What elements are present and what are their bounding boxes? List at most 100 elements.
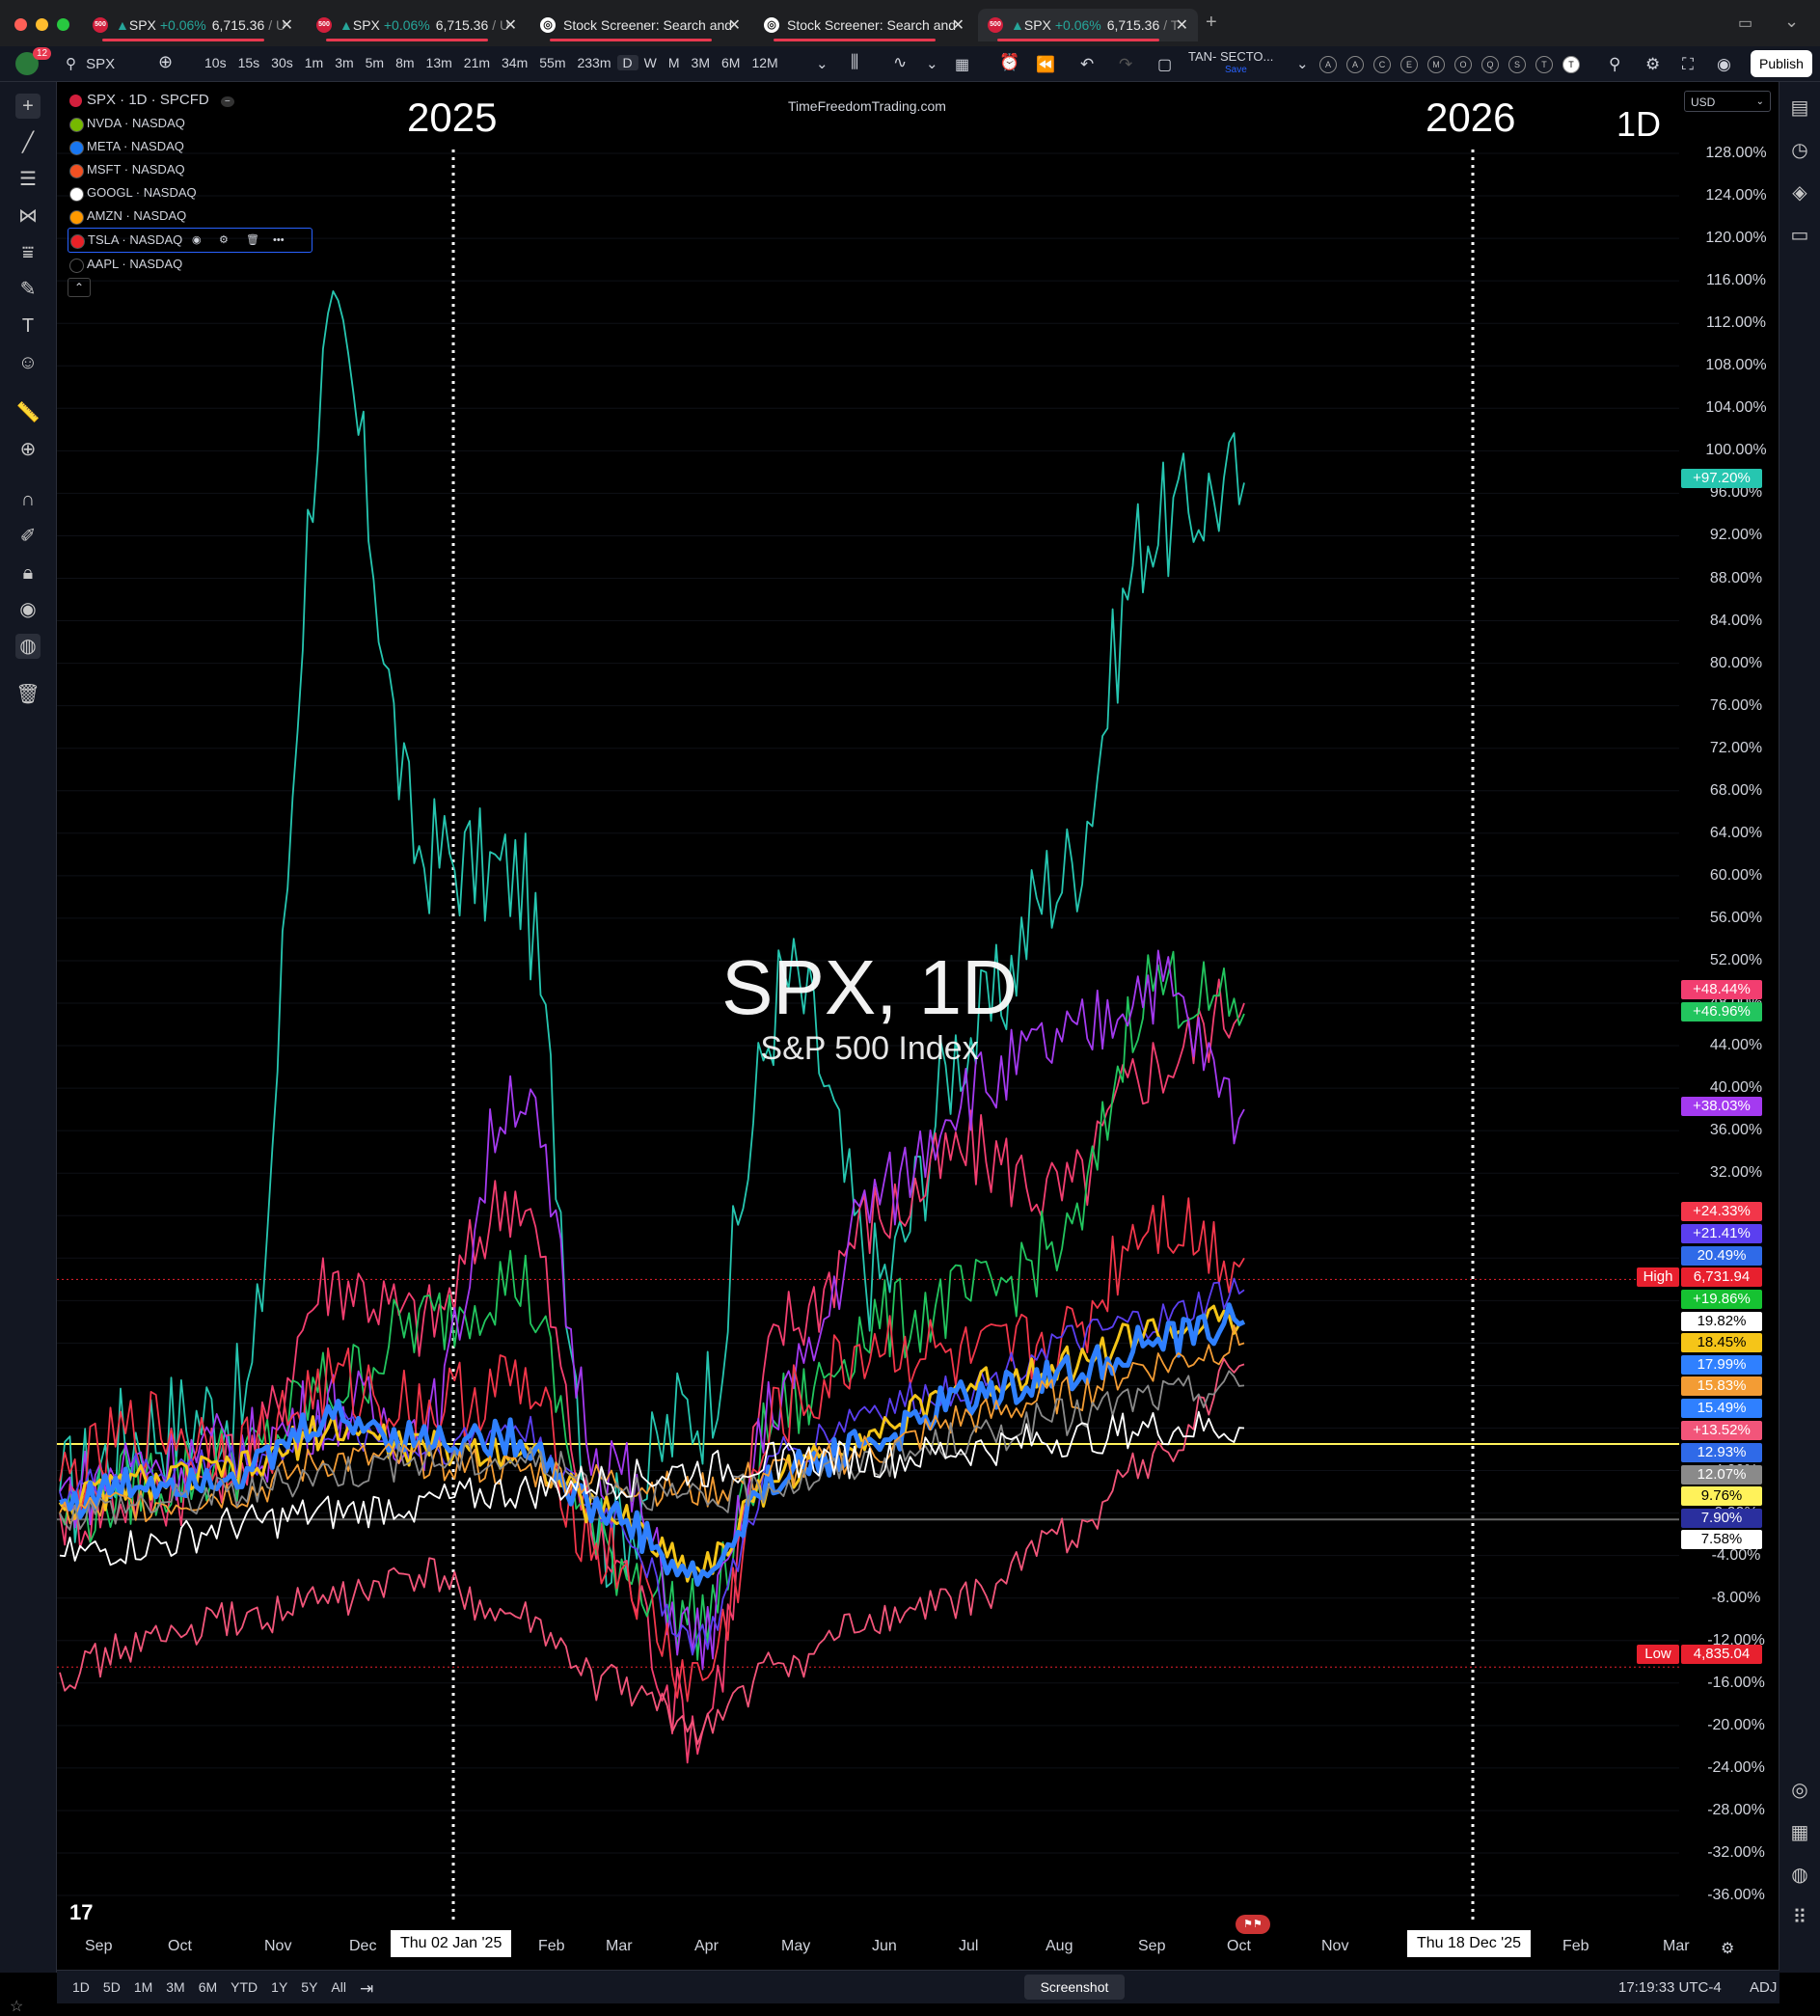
interval-233m[interactable]: 233m [577, 55, 611, 70]
zoom-in-icon[interactable]: ⊕ [19, 439, 37, 460]
calendar-icon[interactable]: ▦ [1790, 1822, 1809, 1843]
publish-button[interactable]: Publish [1751, 50, 1812, 77]
globe-icon[interactable]: ◍ [15, 634, 41, 659]
minimize-window-button[interactable] [36, 18, 48, 31]
adj-toggle[interactable]: ADJ [1750, 1979, 1778, 1996]
watch-symbol-circle[interactable]: E [1400, 56, 1418, 73]
interval-30s[interactable]: 30s [271, 55, 293, 70]
interval-6m[interactable]: 6M [720, 55, 741, 70]
quick-search-icon[interactable]: ⚲ [1609, 55, 1621, 73]
time-scale-settings-icon[interactable]: ⚙ [1721, 1941, 1735, 1957]
interval-d[interactable]: D [616, 55, 638, 70]
legend-item[interactable]: AAPL · NASDAQ [68, 253, 312, 276]
range-ytd[interactable]: YTD [231, 1979, 258, 1995]
tab-overview-icon[interactable]: ⌄ [1784, 12, 1800, 31]
more-icon[interactable]: ••• [273, 234, 285, 246]
replay-icon[interactable]: ⏪ [1036, 57, 1055, 73]
range-6m[interactable]: 6M [198, 1979, 218, 1995]
close-tab-icon[interactable]: ✕ [1175, 17, 1188, 34]
watch-symbol-circle[interactable]: A [1319, 56, 1337, 73]
interval-21m[interactable]: 21m [463, 55, 491, 70]
watch-symbol-circle[interactable]: A [1346, 56, 1364, 73]
symbol-search[interactable]: ⚲ SPX [66, 55, 115, 72]
browser-tab[interactable]: ◎ Stock Screener: Search and ✕ [754, 9, 974, 41]
chart-canvas[interactable] [57, 82, 1778, 1953]
interval-dropdown-chevron-icon[interactable]: ⌄ [816, 56, 829, 72]
fullscreen-icon[interactable]: ⛶ [1682, 55, 1694, 73]
legend-item[interactable]: MSFT · NASDAQ [68, 158, 312, 181]
range-5d[interactable]: 5D [102, 1979, 121, 1995]
lock-drawing-icon[interactable]: ✐ [19, 526, 37, 547]
range-1m[interactable]: 1M [133, 1979, 153, 1995]
interval-3m[interactable]: 3m [335, 55, 354, 70]
apps-grid-icon[interactable]: ⠿ [1792, 1907, 1807, 1928]
layout-name[interactable]: TAN- SECTO... Save [1188, 50, 1273, 77]
layers-icon[interactable]: ◈ [1792, 182, 1807, 204]
close-tab-icon[interactable]: ✕ [280, 17, 293, 34]
interval-15s[interactable]: 15s [237, 55, 260, 70]
alert-icon[interactable]: ⏰ [999, 53, 1020, 71]
trash-icon[interactable]: 🗑︎ [15, 684, 41, 705]
layout-chevron-icon[interactable]: ⌄ [1296, 56, 1309, 72]
forecast-icon[interactable]: ⩸ [21, 242, 35, 263]
watchlist-icon[interactable]: ▤ [1790, 97, 1809, 119]
legend-item[interactable]: AMZN · NASDAQ [68, 204, 312, 228]
range-all[interactable]: All [331, 1979, 346, 1995]
alerts-clock-icon[interactable]: ◷ [1791, 140, 1808, 161]
pattern-icon[interactable]: ⋈ [18, 205, 38, 227]
browser-tab[interactable]: ◎ Stock Screener: Search and ✕ [530, 9, 750, 41]
currency-select[interactable]: USD ⌄ [1684, 91, 1771, 112]
watch-symbol-circle[interactable]: Q [1481, 56, 1499, 73]
zoom-window-button[interactable] [57, 18, 69, 31]
hotlist-icon[interactable]: ◍ [1791, 1865, 1808, 1886]
reader-icon[interactable]: ▭ [1738, 15, 1753, 32]
indicators-icon[interactable]: ∿ [893, 53, 908, 71]
settings-icon[interactable]: ⚙ [219, 234, 229, 246]
close-tab-icon[interactable]: ✕ [727, 17, 741, 34]
range-5y[interactable]: 5Y [301, 1979, 318, 1995]
close-tab-icon[interactable]: ✕ [951, 17, 964, 34]
interval-1m[interactable]: 1m [304, 55, 324, 70]
browser-tab-active[interactable]: 500 ▲ SPX +0.06% 6,715.36 / T ✕ [978, 9, 1198, 41]
legend-item[interactable]: NVDA · NASDAQ [68, 112, 312, 135]
legend-toggle-icon[interactable]: ⌃ [68, 278, 91, 297]
interval-12m[interactable]: 12M [751, 55, 778, 70]
magnet-icon[interactable]: ∩ [20, 489, 36, 510]
settings-gear-icon[interactable]: ⚙ [1645, 55, 1661, 73]
legend-item[interactable]: GOOGL · NASDAQ [68, 181, 312, 204]
events-flag-icon[interactable]: ⚑⚑ [1236, 1915, 1270, 1934]
visibility-eye-icon[interactable]: ◉ [19, 599, 37, 620]
fib-icon[interactable]: ☰ [19, 169, 37, 190]
watch-symbol-circle[interactable]: T [1562, 56, 1580, 73]
range-3m[interactable]: 3M [166, 1979, 185, 1995]
layout-icon[interactable]: ▢ [1157, 57, 1173, 73]
undo-icon[interactable]: ↶ [1080, 55, 1095, 73]
interval-3m[interactable]: 3M [691, 55, 710, 70]
crosshair-icon[interactable]: + [15, 94, 41, 119]
pine-icon[interactable]: ◎ [1791, 1780, 1808, 1801]
close-window-button[interactable] [14, 18, 27, 31]
browser-tab[interactable]: 500 ▲ SPX +0.06% 6,715.36 / U ✕ [307, 9, 527, 41]
templates-icon[interactable]: ▦ [955, 57, 970, 73]
interval-34m[interactable]: 34m [502, 55, 529, 70]
compare-add-icon[interactable]: ⊕ [158, 52, 174, 71]
watch-symbol-circle[interactable]: O [1454, 56, 1472, 73]
indicators-chevron-icon[interactable]: ⌄ [926, 56, 938, 72]
interval-55m[interactable]: 55m [539, 55, 566, 70]
interval-5m[interactable]: 5m [365, 55, 385, 70]
legend-item[interactable]: TSLA · NASDAQ ◉ ⚙ 🗑︎ ••• [68, 228, 312, 253]
legend-item[interactable]: META · NASDAQ [68, 135, 312, 158]
range-1y[interactable]: 1Y [271, 1979, 288, 1995]
new-tab-button[interactable]: + [1206, 12, 1217, 33]
chat-icon[interactable]: ▭ [1790, 225, 1809, 246]
browser-tab[interactable]: 500 ▲ SPX +0.06% 6,715.36 / U ✕ [83, 9, 303, 41]
text-icon[interactable]: T [21, 315, 35, 337]
brush-icon[interactable]: ✎ [19, 279, 37, 300]
interval-10s[interactable]: 10s [204, 55, 227, 70]
range-1d[interactable]: 1D [72, 1979, 90, 1995]
goto-date-icon[interactable]: ⇥ [360, 1979, 374, 1998]
watch-symbol-circle[interactable]: M [1427, 56, 1445, 73]
close-tab-icon[interactable]: ✕ [503, 17, 517, 34]
trend-line-icon[interactable]: ╱ [21, 132, 35, 153]
emoji-icon[interactable]: ☺ [17, 352, 39, 373]
